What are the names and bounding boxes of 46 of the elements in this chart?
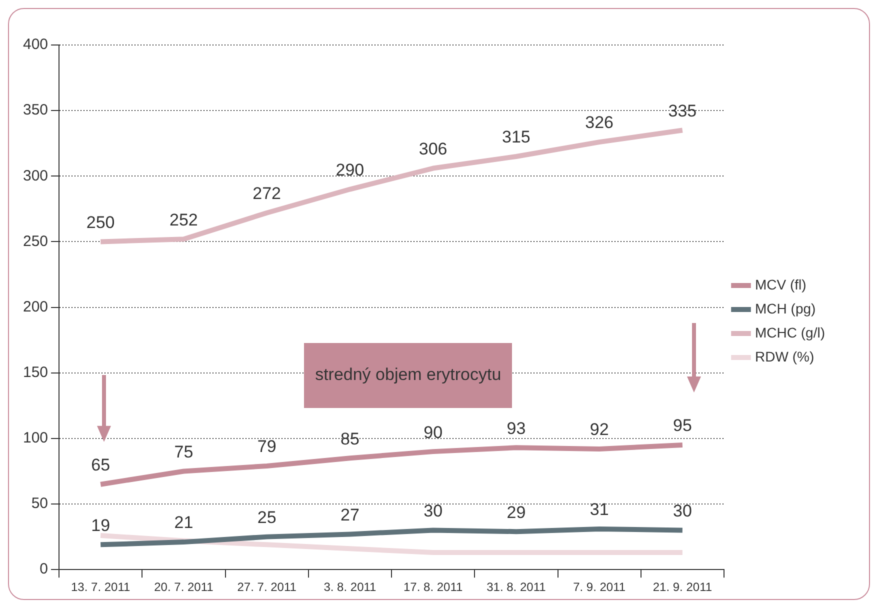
x-tick-label: 31. 8. 2011 xyxy=(486,580,546,594)
data-label: 95 xyxy=(672,416,692,436)
legend-label: RDW (%) xyxy=(755,348,814,364)
x-tick-label: 21. 9. 2011 xyxy=(652,580,712,594)
data-label: 79 xyxy=(257,437,276,456)
data-label: 272 xyxy=(252,184,282,204)
x-tick-label: 27. 7. 2011 xyxy=(237,580,297,594)
data-label: 335 xyxy=(668,101,697,120)
data-label: 250 xyxy=(86,212,115,232)
data-label: 27 xyxy=(340,505,360,524)
y-tick-label: 400 xyxy=(22,36,48,54)
data-label: 85 xyxy=(340,429,360,448)
y-tick-label: 300 xyxy=(22,167,48,184)
data-label: 252 xyxy=(170,210,198,230)
y-tick-label: 350 xyxy=(22,102,48,119)
data-label: 290 xyxy=(336,160,364,180)
y-tick-label: 0 xyxy=(40,560,48,578)
data-label: 21 xyxy=(174,513,194,532)
data-label: 306 xyxy=(418,139,448,158)
x-tick-label: 17. 8. 2011 xyxy=(403,580,463,594)
data-label: 19 xyxy=(91,516,110,535)
legend-label: MCHC (g/l) xyxy=(755,324,826,340)
data-label: 29 xyxy=(506,502,526,522)
y-tick-label: 250 xyxy=(22,232,48,250)
data-label: 25 xyxy=(257,508,276,527)
x-tick-label: 13. 7. 2011 xyxy=(71,580,130,594)
data-label: 326 xyxy=(585,113,614,132)
data-label: 75 xyxy=(174,442,194,462)
y-tick-label: 150 xyxy=(22,364,48,382)
text-box: stredný objem erytrocytu xyxy=(304,342,512,408)
data-label: 315 xyxy=(502,128,530,147)
x-tick-label: 7. 9. 2011 xyxy=(573,580,626,594)
data-label: 30 xyxy=(672,501,692,520)
data-label: 92 xyxy=(590,420,609,440)
data-label: 65 xyxy=(91,456,110,475)
legend-label: MCV (fl) xyxy=(755,276,806,292)
y-tick-label: 200 xyxy=(22,298,48,316)
y-tick-label: 50 xyxy=(31,495,48,512)
data-label: 90 xyxy=(424,422,443,442)
x-tick-label: 20. 7. 2011 xyxy=(154,580,214,594)
y-tick-label: 100 xyxy=(22,430,48,447)
data-label: 30 xyxy=(424,501,443,520)
data-label: 93 xyxy=(506,418,526,438)
data-label: 31 xyxy=(590,500,609,520)
legend-label: MCH (pg) xyxy=(755,300,816,316)
x-tick-label: 3. 8. 2011 xyxy=(324,580,377,594)
